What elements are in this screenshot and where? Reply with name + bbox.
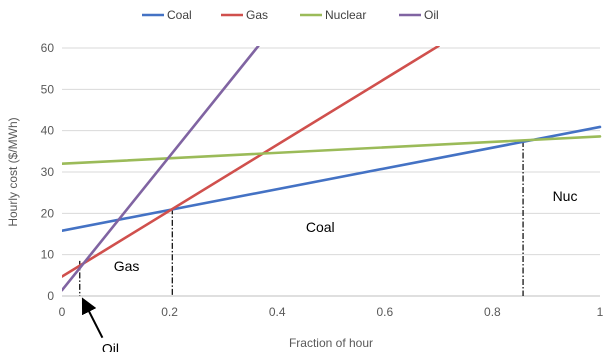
legend: Coal Gas Nuclear Oil [142,8,439,22]
x-axis-title: Fraction of hour [289,336,373,350]
y-axis-ticks: 0 10 20 30 40 50 60 [41,41,55,303]
series-lines [62,46,602,292]
y-axis-title: Hourly cost ($/MWh) [6,117,20,226]
legend-label: Oil [424,8,439,22]
x-tick-label: 0.2 [161,305,178,319]
x-axis-ticks: 0 0.2 0.4 0.6 0.8 1 [59,305,604,319]
region-label: Gas [114,258,140,274]
series-line-nuclear [62,135,602,166]
x-tick-label: 0 [59,305,66,319]
series-line-coal [62,125,602,232]
breakpoint-droplines [79,141,524,296]
x-tick-label: 1 [597,305,604,319]
region-label: Nuc [553,188,578,204]
y-tick-label: 20 [41,206,55,220]
legend-label: Coal [167,8,192,22]
legend-label: Nuclear [325,8,366,22]
y-tick-label: 50 [41,82,55,96]
region-label: Coal [306,219,335,235]
annotation-label: Oil [102,341,119,352]
x-tick-label: 0.4 [269,305,286,319]
gridlines [62,47,600,297]
region-labels: Gas Coal Nuc [114,188,578,274]
y-tick-label: 30 [41,165,55,179]
x-tick-label: 0.6 [376,305,393,319]
series-line-gas [62,46,440,278]
y-tick-label: 0 [47,289,54,303]
y-tick-label: 60 [41,41,55,55]
x-tick-label: 0.8 [484,305,501,319]
y-tick-label: 40 [41,124,55,138]
annotation-arrow [81,297,104,339]
annotations: Oil [81,297,119,352]
legend-label: Gas [246,8,268,22]
y-tick-label: 10 [41,248,55,262]
series-line-oil [62,46,260,292]
